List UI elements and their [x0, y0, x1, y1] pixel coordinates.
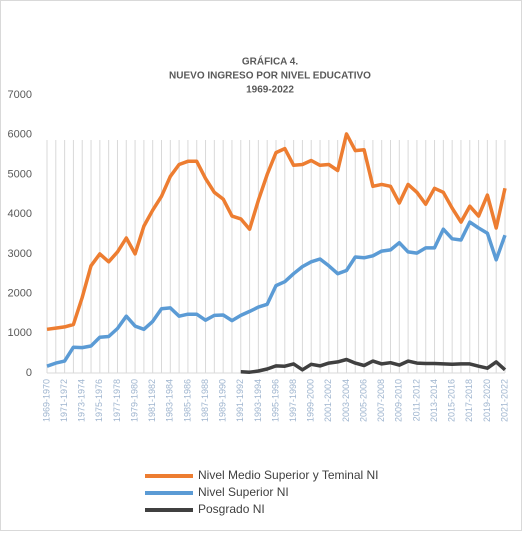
legend-label: Posgrado NI	[198, 502, 265, 516]
x-tick-label: 1975-1976	[94, 379, 104, 422]
chart-title: GRÁFICA 4.	[242, 55, 299, 68]
series-line	[46, 220, 507, 368]
y-tick-label: 4000	[8, 208, 32, 220]
x-tick-label: 1991-1992	[235, 379, 245, 422]
chart-title: 1969-2022	[246, 85, 294, 96]
y-tick-label: 1000	[8, 327, 32, 339]
x-tick-label: 2009-2010	[394, 379, 404, 422]
x-tick-label: 1989-1990	[218, 379, 228, 422]
x-tick-label: 2017-2018	[464, 379, 474, 422]
x-tick-label: 2011-2012	[411, 379, 421, 421]
x-tick-label: 2013-2014	[429, 379, 439, 422]
x-tick-label: 2005-2006	[358, 379, 368, 422]
series-line	[240, 357, 507, 374]
x-tick-label: 2001-2002	[323, 379, 333, 422]
chart-title: NUEVO INGRESO POR NIVEL EDUCATIVO	[169, 71, 371, 82]
y-tick-label: 0	[26, 367, 32, 379]
series-line	[46, 132, 507, 332]
y-tick-label: 3000	[8, 248, 32, 260]
x-tick-label: 2015-2016	[447, 379, 457, 422]
x-tick-label: 1971-1972	[59, 379, 69, 422]
legend-label: Nivel Medio Superior y Teminal NI	[198, 468, 379, 482]
x-tick-label: 2021-2022	[499, 379, 509, 422]
y-tick-label: 6000	[8, 129, 32, 141]
x-tick-label: 1999-2000	[306, 379, 316, 422]
y-tick-label: 2000	[8, 287, 32, 299]
x-tick-label: 1981-1982	[147, 379, 157, 422]
x-tick-label: 1993-1994	[253, 379, 263, 422]
x-tick-label: 1973-1974	[77, 379, 87, 422]
x-tick-label: 1977-1978	[112, 379, 122, 422]
x-tick-label: 1979-1980	[129, 379, 139, 422]
y-tick-label: 5000	[8, 168, 32, 180]
x-tick-label: 2007-2008	[376, 379, 386, 422]
x-tick-label: 2019-2020	[482, 379, 492, 422]
x-tick-label: 1969-1970	[41, 379, 51, 422]
x-tick-label: 1997-1998	[288, 379, 298, 422]
x-tick-label: 1983-1984	[165, 379, 175, 422]
y-tick-label: 7000	[8, 89, 32, 101]
legend-label: Nivel Superior NI	[198, 485, 289, 499]
x-tick-label: 2003-2004	[341, 379, 351, 422]
x-tick-label: 1995-1996	[270, 379, 280, 422]
x-tick-label: 1985-1986	[182, 379, 192, 422]
x-tick-label: 1987-1988	[200, 379, 210, 422]
